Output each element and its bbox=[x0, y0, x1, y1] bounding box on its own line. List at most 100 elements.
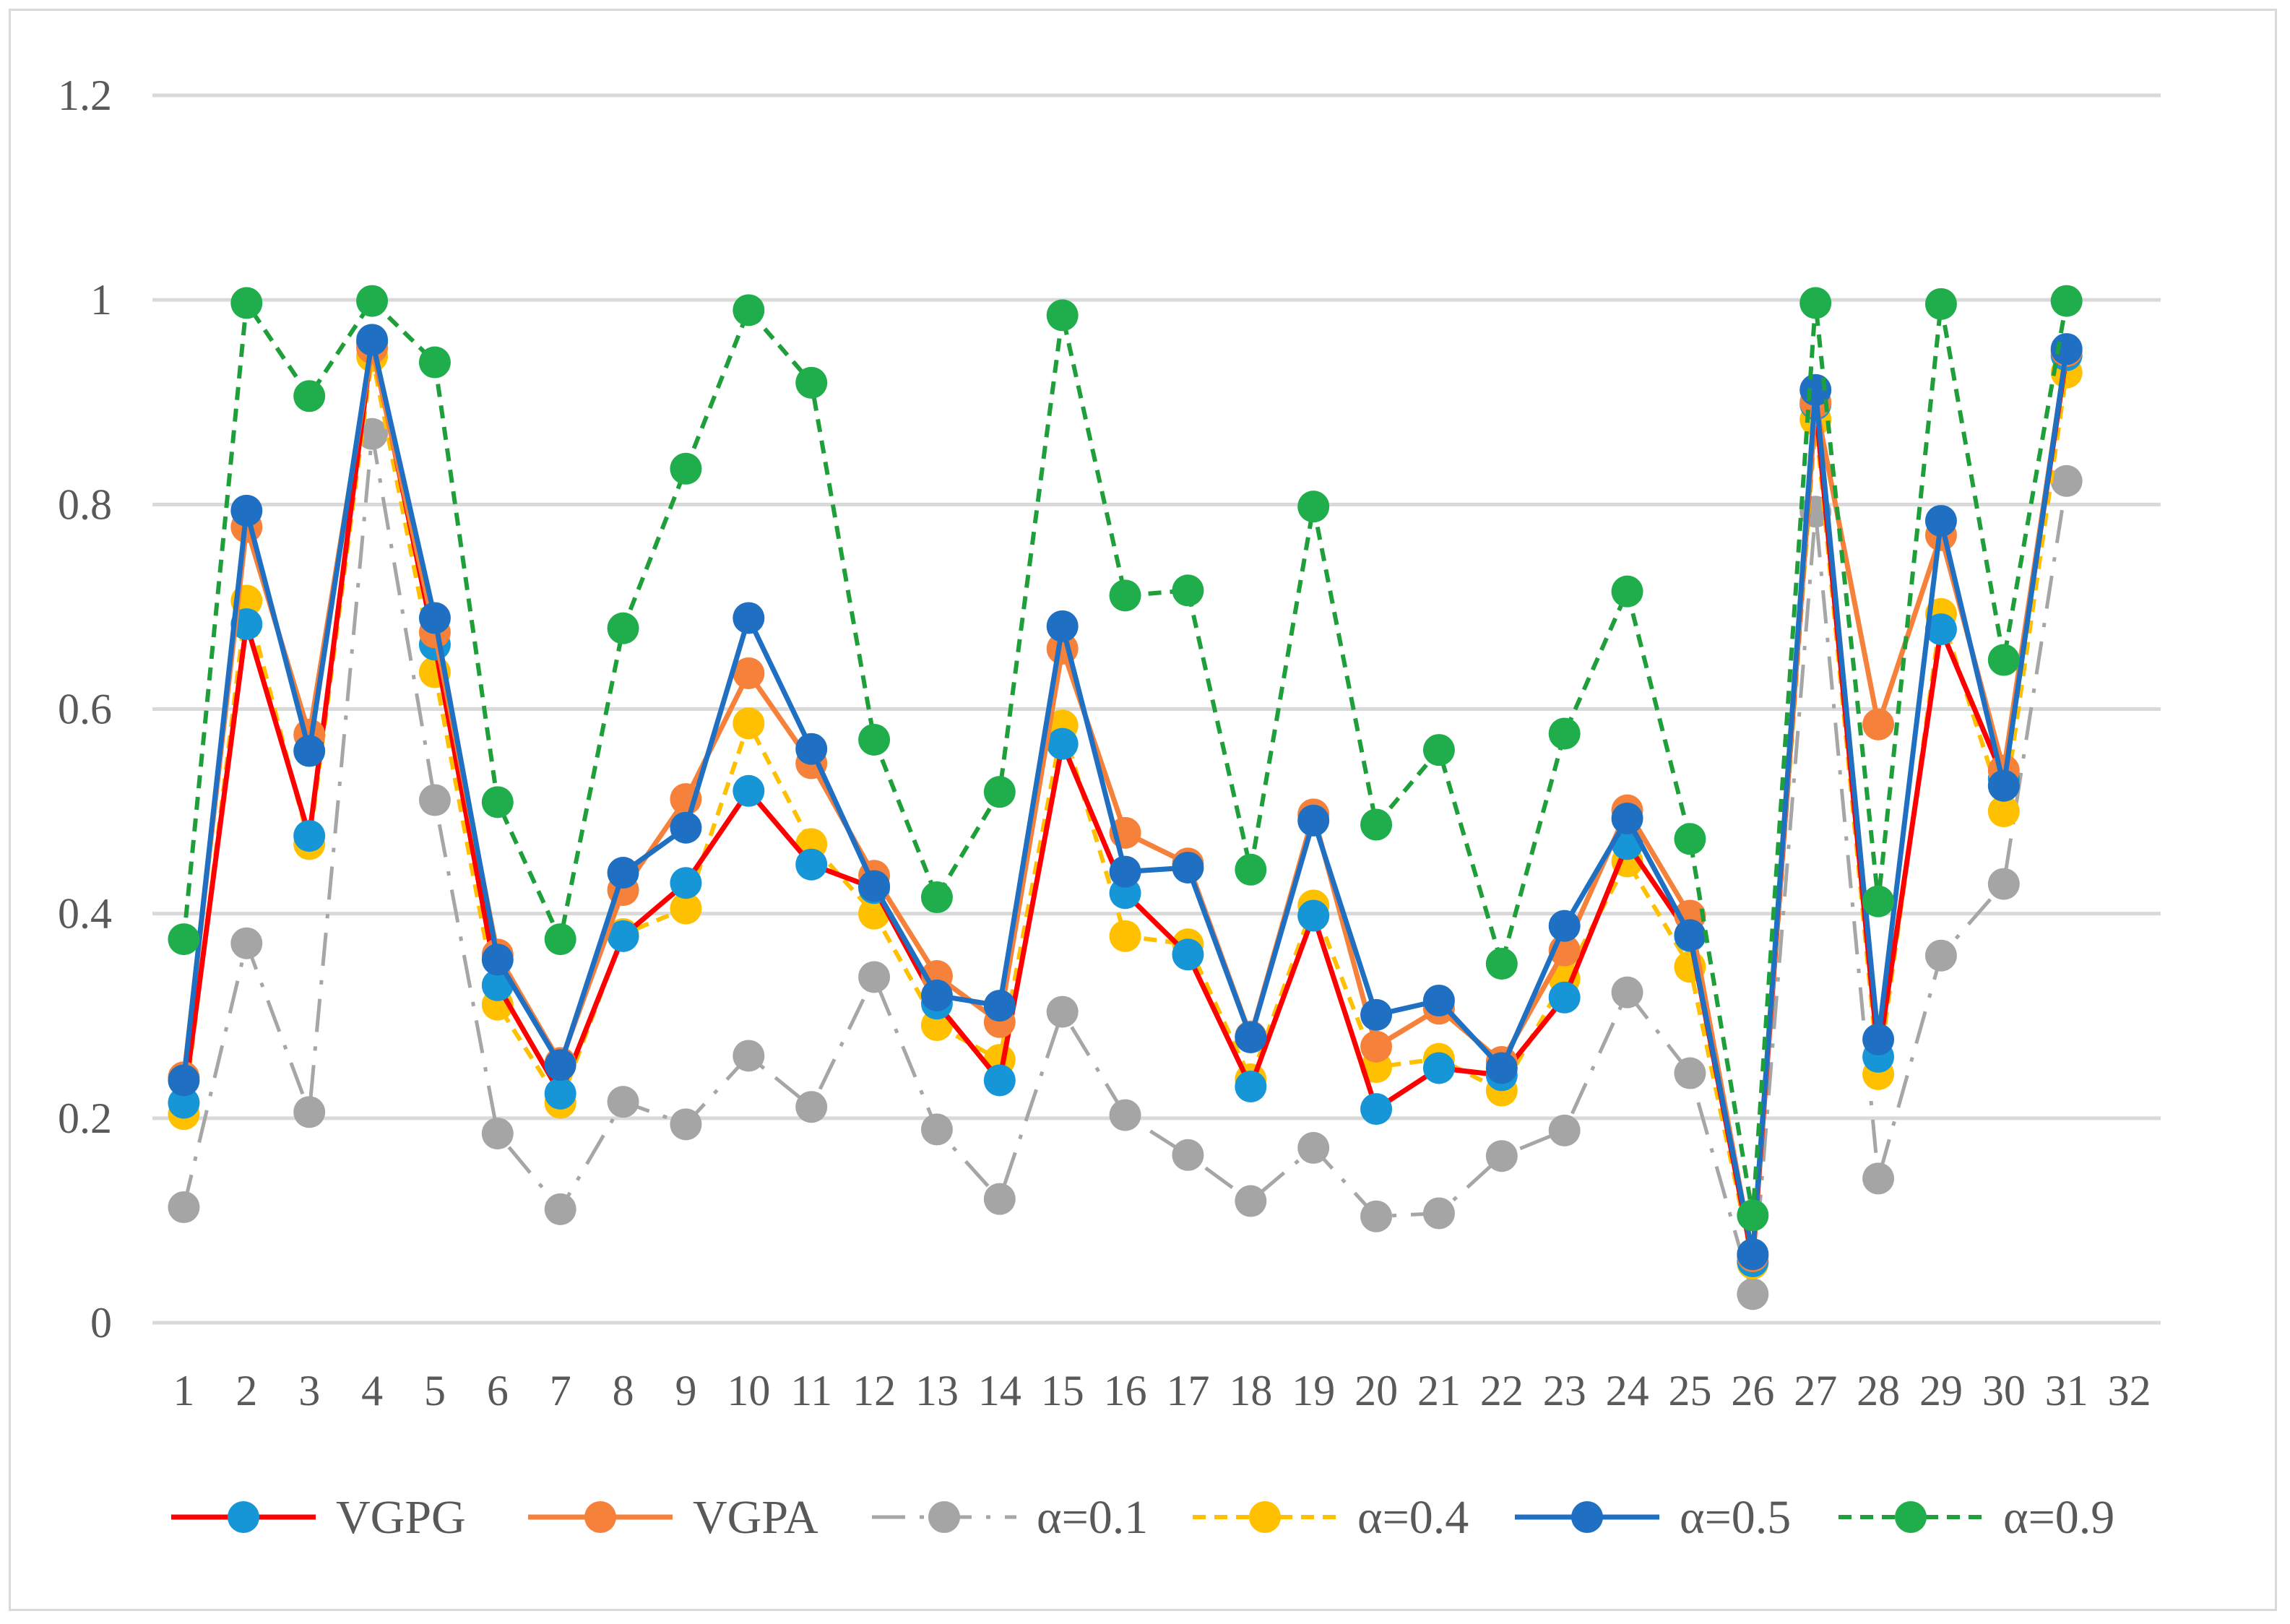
data-point bbox=[983, 776, 1016, 808]
data-point bbox=[670, 892, 702, 925]
x-tick-label: 22 bbox=[1480, 1367, 1524, 1414]
data-point bbox=[356, 418, 389, 450]
x-tick-label: 4 bbox=[361, 1367, 383, 1414]
data-point bbox=[544, 923, 576, 956]
data-point bbox=[230, 927, 263, 959]
data-point bbox=[1485, 948, 1518, 980]
y-tick-label: 0.8 bbox=[58, 480, 112, 528]
y-axis-ticks: 0 0.2 0.4 0.6 0.8 1 1.2 bbox=[58, 72, 112, 1347]
y-tick-label: 1.2 bbox=[58, 72, 112, 119]
y-tick-label: 0.4 bbox=[58, 890, 112, 938]
data-point bbox=[920, 881, 953, 914]
data-point bbox=[1109, 855, 1141, 888]
data-point bbox=[1862, 1023, 1895, 1055]
line-chart: 00.20.40.60.811.2 1 2 3 4 5 6 7 8 9 10 11 12 13 14 15 1… bbox=[58, 72, 2161, 1544]
x-tick-label: 26 bbox=[1731, 1367, 1774, 1414]
data-point bbox=[607, 612, 639, 644]
data-point bbox=[418, 784, 451, 816]
legend-label: VGPA bbox=[693, 1491, 818, 1544]
x-tick-label: 25 bbox=[1668, 1367, 1711, 1414]
legend-marker bbox=[1249, 1501, 1281, 1533]
series-VGPA bbox=[168, 332, 2083, 1272]
data-point bbox=[795, 1091, 828, 1123]
data-point bbox=[733, 1040, 765, 1072]
series-α=0.9 bbox=[168, 285, 2083, 1232]
y-tick-label: 0.6 bbox=[58, 686, 112, 733]
data-point bbox=[1674, 823, 1706, 855]
data-point bbox=[1987, 868, 2020, 900]
data-point bbox=[356, 285, 389, 317]
legend-marker bbox=[1895, 1501, 1927, 1533]
series-line bbox=[181, 298, 2069, 1218]
data-point bbox=[1674, 919, 1706, 951]
legend-item: VGPA bbox=[528, 1491, 818, 1544]
data-point bbox=[1297, 1131, 1330, 1164]
data-point bbox=[1924, 939, 1957, 972]
data-point bbox=[920, 979, 953, 1011]
x-tick-label: 24 bbox=[1606, 1367, 1649, 1414]
data-point bbox=[293, 380, 326, 413]
data-point bbox=[1297, 899, 1330, 932]
data-point bbox=[607, 1086, 639, 1118]
chart-frame: 0 0.2 0.4 0.6 0.8 1 1.2 1 2 3 4 5 6 7 8 9 10 11 12 13 14 15 1… bbox=[9, 9, 2277, 1611]
x-tick-label: 2 bbox=[236, 1367, 257, 1414]
series-α=0.5 bbox=[168, 324, 2083, 1271]
x-tick-label: 1 bbox=[173, 1367, 194, 1414]
data-point bbox=[1611, 575, 1643, 608]
x-tick-label: 29 bbox=[1919, 1367, 1963, 1414]
legend-marker bbox=[928, 1501, 960, 1533]
data-point bbox=[1360, 1200, 1393, 1232]
data-point bbox=[1987, 795, 2020, 828]
data-point bbox=[733, 707, 765, 740]
data-point bbox=[1046, 299, 1079, 332]
data-point bbox=[2050, 285, 2083, 317]
data-point bbox=[670, 867, 702, 899]
data-point bbox=[1548, 1114, 1581, 1146]
data-point bbox=[1737, 1278, 1769, 1310]
x-tick-label: 6 bbox=[487, 1367, 509, 1414]
data-point bbox=[1297, 804, 1330, 837]
legend-item: α=0.4 bbox=[1193, 1491, 1469, 1544]
data-point bbox=[1360, 1030, 1393, 1063]
data-point bbox=[1862, 708, 1895, 740]
x-tick-label: 13 bbox=[915, 1367, 959, 1414]
x-tick-label: 30 bbox=[1982, 1367, 2026, 1414]
data-point bbox=[1548, 910, 1581, 942]
data-point bbox=[168, 923, 200, 956]
x-tick-label: 19 bbox=[1292, 1367, 1335, 1414]
data-point bbox=[1548, 981, 1581, 1014]
data-point bbox=[858, 961, 891, 993]
x-axis-ticks: 1 2 3 4 5 6 7 8 9 10 11 12 13 14 15 16 17 18 19 20 21 22 23 24 2… bbox=[173, 1367, 2151, 1414]
data-point bbox=[481, 943, 514, 976]
x-tick-label: 8 bbox=[613, 1367, 634, 1414]
data-point bbox=[1737, 1199, 1769, 1232]
data-point bbox=[168, 1064, 200, 1097]
data-point bbox=[795, 848, 828, 881]
data-point bbox=[418, 346, 451, 379]
series-VGPG bbox=[168, 327, 2083, 1278]
legend-label: VGPG bbox=[336, 1491, 466, 1544]
data-point bbox=[293, 820, 326, 852]
x-tick-label: 32 bbox=[2108, 1367, 2151, 1414]
data-point bbox=[1737, 1238, 1769, 1271]
x-tick-label: 3 bbox=[298, 1367, 320, 1414]
data-point bbox=[2050, 465, 2083, 497]
data-point bbox=[1235, 1021, 1267, 1053]
data-point bbox=[1422, 1197, 1455, 1230]
data-point bbox=[168, 1191, 200, 1224]
data-point bbox=[168, 1087, 200, 1119]
x-tick-label: 10 bbox=[727, 1367, 770, 1414]
x-tick-label: 23 bbox=[1543, 1367, 1586, 1414]
y-tick-label: 0.2 bbox=[58, 1094, 112, 1142]
series-α=0.1 bbox=[168, 418, 2083, 1310]
legend-marker bbox=[584, 1501, 616, 1533]
data-point bbox=[1172, 851, 1204, 884]
x-tick-label: 11 bbox=[790, 1367, 832, 1414]
data-point bbox=[1862, 885, 1895, 917]
data-point bbox=[481, 1118, 514, 1150]
x-tick-label: 17 bbox=[1166, 1367, 1209, 1414]
legend-item: α=0.1 bbox=[872, 1491, 1148, 1544]
data-point bbox=[230, 494, 263, 527]
data-point bbox=[1485, 1140, 1518, 1172]
data-point bbox=[1235, 1185, 1267, 1217]
